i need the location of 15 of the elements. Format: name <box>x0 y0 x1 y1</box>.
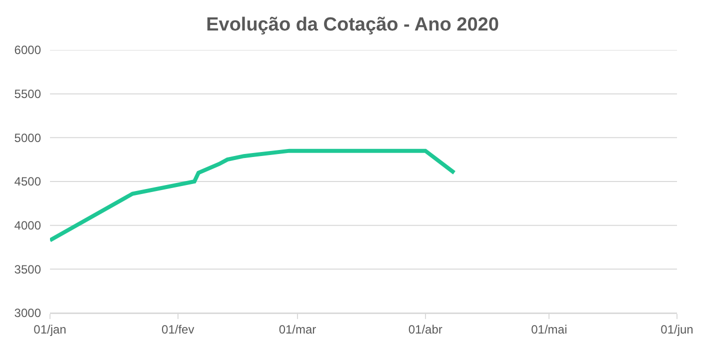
y-tick-label: 6000 <box>14 43 42 58</box>
x-tick-label: 01/jun <box>660 322 694 336</box>
y-tick-label: 4000 <box>14 218 42 233</box>
y-tick-label: 4500 <box>14 174 42 189</box>
y-tick-label: 5500 <box>14 87 42 102</box>
x-tick-label: 01/fev <box>162 322 194 336</box>
y-tick-label: 5000 <box>14 130 42 145</box>
line-series <box>50 148 456 242</box>
x-tick-label: 01/mai <box>531 322 568 336</box>
chart-title: Evolução da Cotação - Ano 2020 <box>206 14 499 36</box>
x-tick-label: 01/mar <box>278 322 316 336</box>
x-tick-label: 01/jan <box>34 322 66 336</box>
y-tick-label: 3500 <box>14 262 42 276</box>
y-tick-label: 3000 <box>14 306 42 320</box>
x-tick-label: 01/abr <box>408 322 442 336</box>
